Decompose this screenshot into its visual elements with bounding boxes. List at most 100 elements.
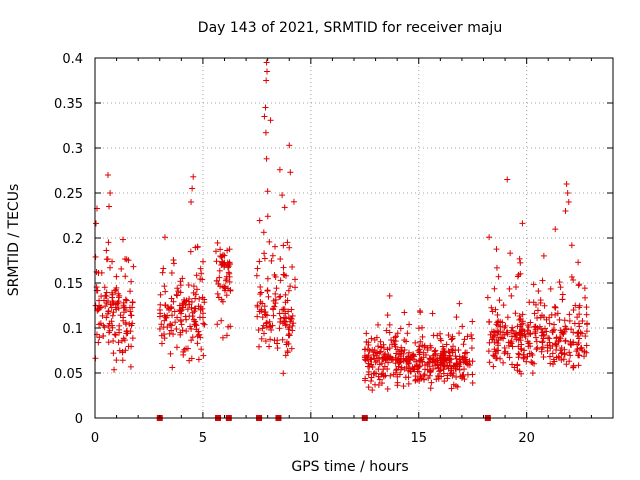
data-point [485, 348, 492, 355]
data-point [158, 321, 165, 328]
data-point [115, 298, 122, 305]
data-point [168, 327, 175, 334]
data-point [583, 342, 590, 349]
data-point [123, 256, 130, 263]
data-point [177, 278, 184, 285]
data-point [375, 373, 382, 380]
data-point [453, 374, 460, 381]
data-point [116, 322, 123, 329]
data-point [556, 279, 563, 286]
data-point [282, 291, 289, 298]
data-point [558, 329, 565, 336]
data-point [273, 285, 280, 292]
data-point [562, 338, 569, 345]
data-point [524, 353, 531, 360]
data-point [95, 306, 102, 313]
data-point [224, 264, 231, 271]
data-point [493, 321, 500, 328]
data-point [178, 321, 185, 328]
data-point [405, 353, 412, 360]
data-point [264, 287, 271, 294]
data-point [517, 315, 524, 322]
data-point [365, 360, 372, 367]
data-point [546, 314, 553, 321]
data-point [371, 336, 378, 343]
data-point [128, 278, 135, 285]
data-point [552, 226, 559, 233]
data-point [256, 258, 263, 265]
data-point [393, 333, 400, 340]
data-point [463, 349, 470, 356]
data-point [406, 349, 413, 356]
data-point [563, 181, 570, 187]
data-point [405, 374, 412, 381]
data-point [529, 359, 536, 366]
data-point [162, 302, 169, 309]
data-point [457, 359, 464, 366]
data-point [550, 321, 557, 328]
data-point [283, 272, 290, 279]
data-point [524, 327, 531, 334]
data-point [259, 314, 266, 321]
data-point [497, 355, 504, 362]
data-point [406, 321, 413, 328]
data-point [280, 242, 287, 249]
data-point [512, 333, 519, 340]
data-point [532, 301, 539, 308]
data-point [441, 355, 448, 362]
data-point [214, 239, 221, 246]
data-point [489, 335, 496, 342]
data-point [572, 302, 579, 309]
data-point [494, 340, 501, 347]
data-point [173, 326, 180, 333]
data-point [400, 383, 407, 390]
data-point [375, 321, 382, 328]
data-point [258, 289, 265, 296]
data-point [261, 255, 268, 262]
data-point [469, 379, 476, 386]
data-point [380, 366, 387, 373]
data-point [444, 355, 451, 362]
data-point [461, 336, 468, 343]
data-point [287, 283, 294, 290]
data-point [125, 343, 132, 350]
data-point [544, 342, 551, 349]
data-point [403, 364, 410, 371]
data-point [513, 330, 520, 337]
data-point [272, 273, 279, 280]
data-point [505, 342, 512, 349]
data-point [433, 376, 440, 383]
data-point [193, 322, 200, 329]
data-point [95, 339, 102, 346]
data-point [105, 339, 112, 346]
data-point [100, 332, 107, 339]
data-point [225, 285, 232, 292]
data-point [517, 337, 524, 344]
data-point [446, 359, 453, 366]
data-point [216, 267, 223, 274]
data-point [161, 234, 168, 241]
data-point [280, 370, 287, 377]
data-point [487, 331, 494, 338]
data-point [383, 327, 390, 334]
data-point [217, 246, 224, 253]
data-point [527, 331, 534, 338]
y-tick-label: 0.25 [54, 187, 83, 202]
data-point [223, 273, 230, 280]
data-point [583, 328, 590, 335]
data-point [194, 333, 201, 340]
data-point [441, 348, 448, 355]
y-tick-label: 0.35 [54, 97, 83, 112]
data-point [566, 311, 573, 318]
data-point [558, 356, 565, 363]
data-point [396, 371, 403, 378]
data-point [118, 265, 125, 272]
data-point [526, 299, 533, 306]
data-point [469, 335, 476, 342]
data-point [167, 320, 174, 327]
data-point [103, 289, 110, 296]
data-point [382, 350, 389, 357]
data-point [221, 284, 228, 291]
data-point [520, 355, 527, 362]
